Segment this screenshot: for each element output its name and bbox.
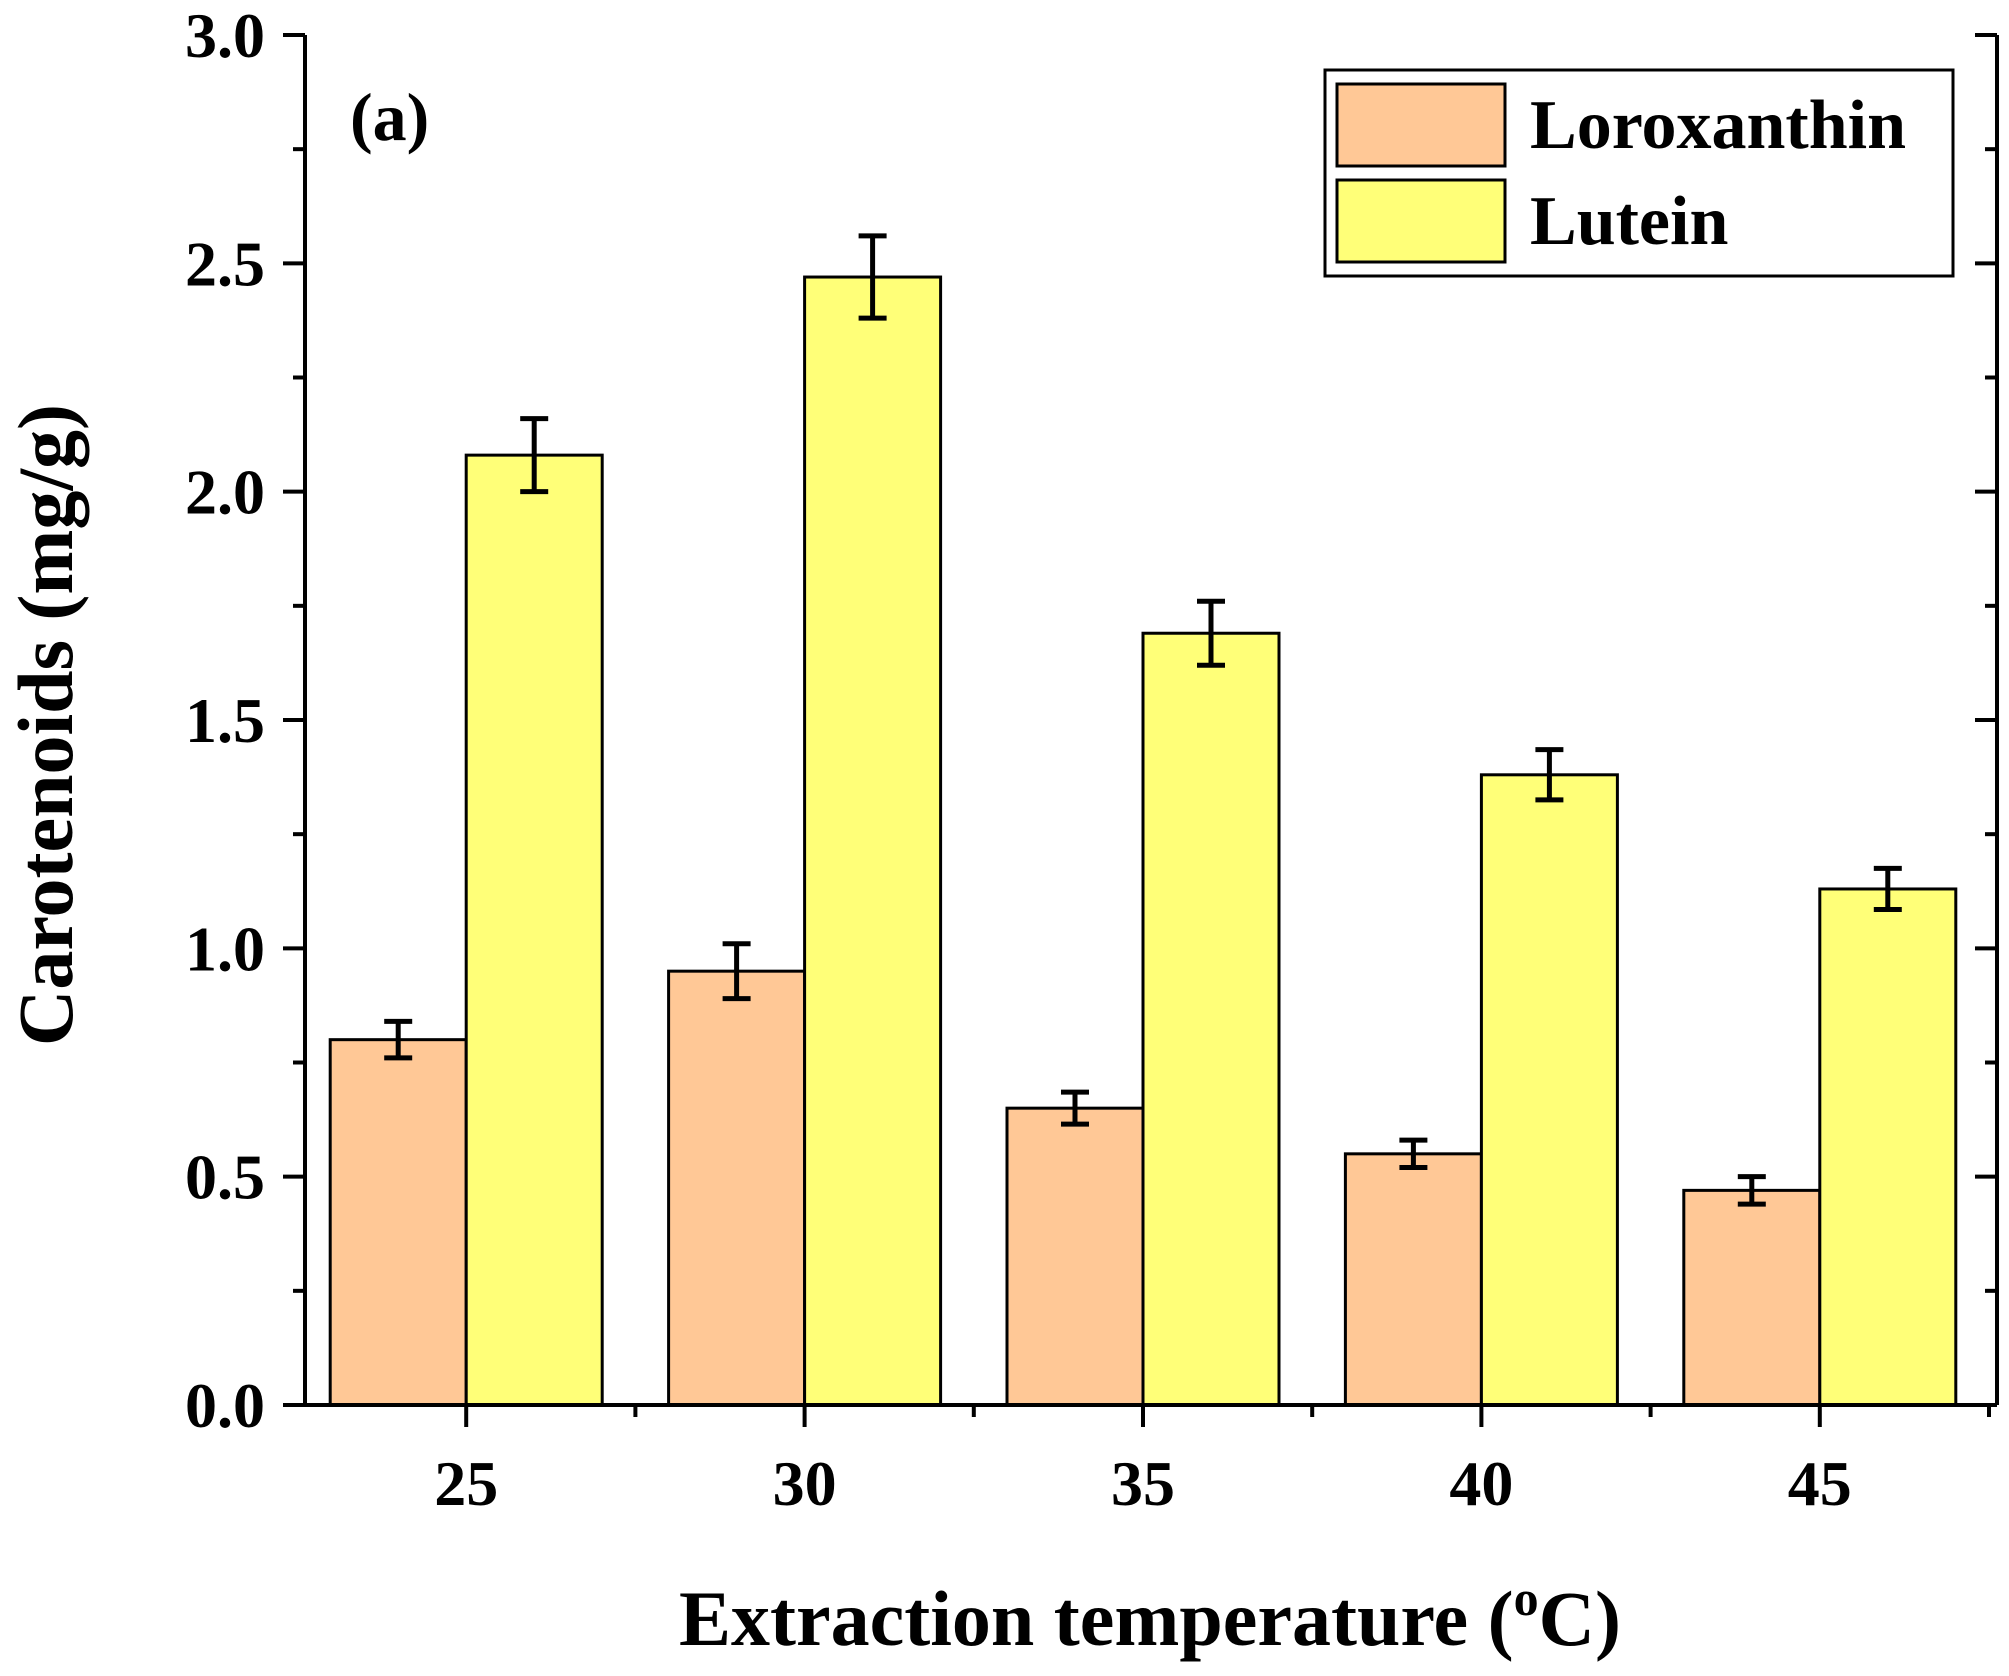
error-bar-lutein-30 <box>858 233 887 321</box>
y-tick-label: 2.0 <box>185 457 265 528</box>
error-bar-lutein-25 <box>520 416 549 495</box>
y-tick-label: 2.5 <box>185 228 265 299</box>
x-axis-title-main: Extraction temperature ( <box>679 1575 1514 1662</box>
error-bar-loroxanthin-40 <box>1399 1137 1428 1171</box>
bar-lutein-45 <box>1818 887 1958 1407</box>
y-tick-label: 0.0 <box>185 1370 265 1441</box>
x-axis-title: Extraction temperature (oC) <box>679 1570 1621 1662</box>
y-axis-title: Carotenoids (mg/g) <box>2 404 89 1046</box>
y-tick-label: 3.0 <box>185 0 265 71</box>
bar-lutein-40 <box>1479 773 1619 1407</box>
error-bar-lutein-45 <box>1873 865 1902 913</box>
x-tick-label: 25 <box>434 1448 498 1519</box>
bar-lutein-30 <box>803 275 943 1407</box>
bar-lutein-25 <box>464 453 604 1407</box>
error-bar-loroxanthin-25 <box>384 1018 413 1061</box>
error-bar-lutein-35 <box>1197 598 1225 668</box>
x-tick-label: 40 <box>1449 1448 1513 1519</box>
bar-loroxanthin-40 <box>1343 1152 1483 1407</box>
panel-label: (a) <box>350 79 429 155</box>
legend-swatch-loroxanthin <box>1335 82 1507 168</box>
error-bars-layer <box>384 233 1902 1207</box>
x-tick-label: 45 <box>1788 1448 1852 1519</box>
legend-swatch-lutein <box>1335 178 1507 264</box>
bar-loroxanthin-45 <box>1682 1188 1822 1407</box>
y-tick-label: 0.5 <box>185 1142 265 1213</box>
bar-loroxanthin-30 <box>667 969 807 1407</box>
x-axis-title-superscript: o <box>1514 1570 1539 1626</box>
y-tick-label: 1.0 <box>185 913 265 984</box>
axes-layer <box>283 33 1999 1427</box>
bars-layer <box>328 275 1958 1407</box>
bar-loroxanthin-25 <box>328 1038 468 1407</box>
error-bar-loroxanthin-35 <box>1061 1089 1089 1127</box>
x-tick-label: 35 <box>1111 1448 1175 1519</box>
bar-loroxanthin-35 <box>1005 1106 1145 1407</box>
labels-layer: 0.0 0.5 1.0 1.5 2.0 2.5 3.0 25 30 35 40 45 <box>185 0 1852 1519</box>
y-tick-label: 1.5 <box>185 685 265 756</box>
legend-label-lutein: Lutein <box>1530 183 1728 260</box>
x-axis-title-unit: C) <box>1539 1575 1621 1662</box>
x-tick-label: 30 <box>773 1448 837 1519</box>
legend: Loroxanthin Lutein <box>1323 68 1955 278</box>
bar-lutein-35 <box>1141 631 1281 1407</box>
error-bar-loroxanthin-30 <box>722 941 751 1002</box>
error-bar-loroxanthin-45 <box>1737 1174 1766 1207</box>
legend-label-loroxanthin: Loroxanthin <box>1530 87 1906 164</box>
error-bar-lutein-40 <box>1535 747 1564 803</box>
